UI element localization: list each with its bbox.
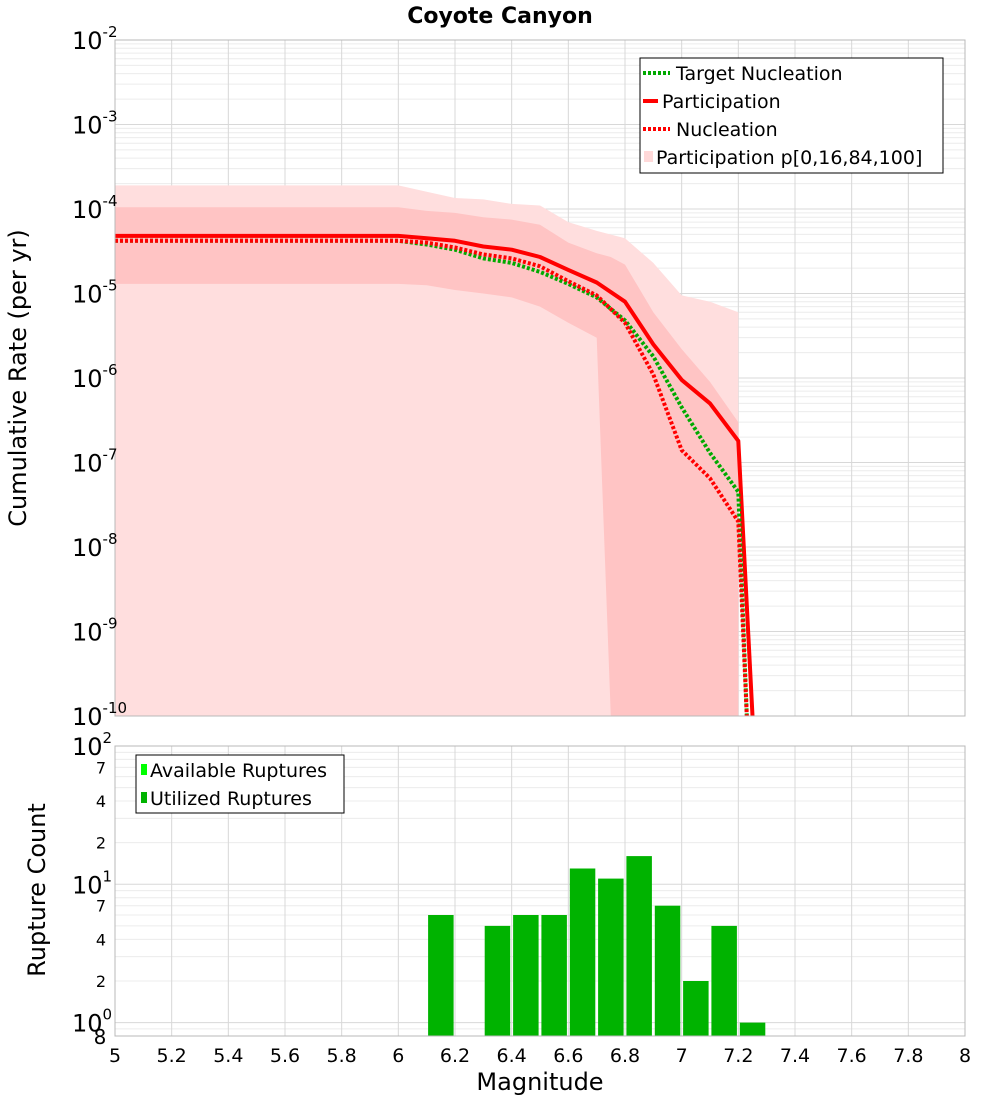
rate-y-tick-label: 10-4 [72,192,118,224]
rate-plot-frame [114,39,966,717]
count-y-minor-label: 4 [96,930,106,949]
rate-y-tick-labels: 10-10 10-9 10-8 10-7 10-6 10-5 10-4 10-3 10-2 [72,23,127,731]
count-bar [626,856,652,1036]
x-tick-label: 5.6 [270,1045,300,1067]
x-tick-label: 6 [392,1045,404,1067]
x-axis-label: Magnitude [476,1068,603,1096]
x-tick-label: 7.6 [837,1045,867,1067]
rate-legend: Target Nucleation Participation Nucleati… [639,57,944,174]
x-tick-label: 7 [676,1045,688,1067]
count-bar [484,925,511,1036]
count-bars [428,856,766,1036]
rate-band-p16-p84 [115,207,739,716]
legend-label-target-nucleation: Target Nucleation [675,63,843,85]
legend-swatch-available [141,764,147,775]
count-bar [569,868,596,1036]
rate-line-target-nucleation [115,238,749,717]
count-y-minor-label: 8 [94,1025,107,1049]
count-panel: 100 101 102 8 2 4 7 2 4 7 5 5.2 5.4 5.6 5.8 6 6.2 6.4 6.6… [23,729,971,1096]
x-tick-label: 6.2 [440,1045,470,1067]
count-bar [598,878,624,1036]
rate-y-tick-label: 10-7 [72,446,118,478]
count-y-tick-labels: 100 101 102 8 2 4 7 2 4 7 [72,729,112,1049]
chart-title: Coyote Canyon [407,4,593,29]
x-tick-label: 7.4 [780,1045,810,1067]
count-y-tick-label: 101 [72,867,112,899]
x-tick-label: 6.4 [497,1045,527,1067]
x-tick-label: 7.8 [893,1045,923,1067]
count-y-axis-label: Rupture Count [23,803,51,977]
legend-label-available: Available Ruptures [150,760,327,782]
rate-y-tick-label: 10-5 [72,277,118,309]
count-bar [711,925,737,1036]
x-tick-label: 6.6 [553,1045,583,1067]
count-bar [541,915,567,1036]
rate-lines [115,233,755,717]
legend-label-participation: Participation [662,91,781,113]
count-bar [739,1022,766,1036]
x-tick-label: 5.4 [213,1045,243,1067]
rate-y-tick-label: 10-10 [72,699,127,731]
rate-panel: 10-10 10-9 10-8 10-7 10-6 10-5 10-4 10-3 10-2 Cu… [4,23,966,731]
rate-line-nucleation [115,238,749,717]
rate-bands [115,185,739,716]
count-bar [683,981,709,1036]
rate-y-tick-label: 10-9 [72,615,118,647]
x-tick-label: 7.2 [723,1045,753,1067]
x-tick-label: 8 [959,1045,971,1067]
count-y-minor-label: 7 [96,758,106,777]
count-grid [114,745,966,1036]
count-bar [428,915,454,1036]
rate-y-tick-label: 10-3 [72,108,118,140]
count-bar [513,915,539,1036]
x-tick-label: 5.2 [157,1045,187,1067]
count-y-tick-label: 100 [72,1006,112,1038]
x-tick-labels: 5 5.2 5.4 5.6 5.8 6 6.2 6.4 6.6 6.8 7 7.2 7.4 7.6 7.8 8 [109,1045,971,1067]
count-plot-frame [114,745,966,1037]
legend-label-nucleation: Nucleation [676,119,778,141]
count-y-minor-label: 2 [96,834,106,853]
x-tick-label: 5 [109,1045,121,1067]
count-y-minor-label: 4 [96,792,106,811]
legend-label-utilized: Utilized Ruptures [150,788,312,810]
x-tick-label: 6.8 [610,1045,640,1067]
count-y-minor-label: 2 [96,972,106,991]
rate-y-tick-label: 10-8 [72,530,118,562]
x-tick-label: 5.8 [327,1045,357,1067]
count-bar [654,905,681,1036]
legend-label-participation-band: Participation p[0,16,84,100] [656,147,922,169]
rate-y-tick-label: 10-6 [72,361,118,393]
rate-y-axis-label: Cumulative Rate (per yr) [4,229,32,527]
rate-legend-box [639,57,944,174]
rate-y-tick-label: 10-2 [72,23,118,55]
legend-swatch-utilized [141,792,147,803]
legend-swatch-participation-band [644,151,653,162]
count-y-minor-label: 7 [96,897,106,916]
count-legend: Available Ruptures Utilized Ruptures [135,754,345,814]
count-legend-box [135,754,345,814]
count-y-tick-label: 102 [72,729,112,761]
rate-line-participation [115,233,755,717]
